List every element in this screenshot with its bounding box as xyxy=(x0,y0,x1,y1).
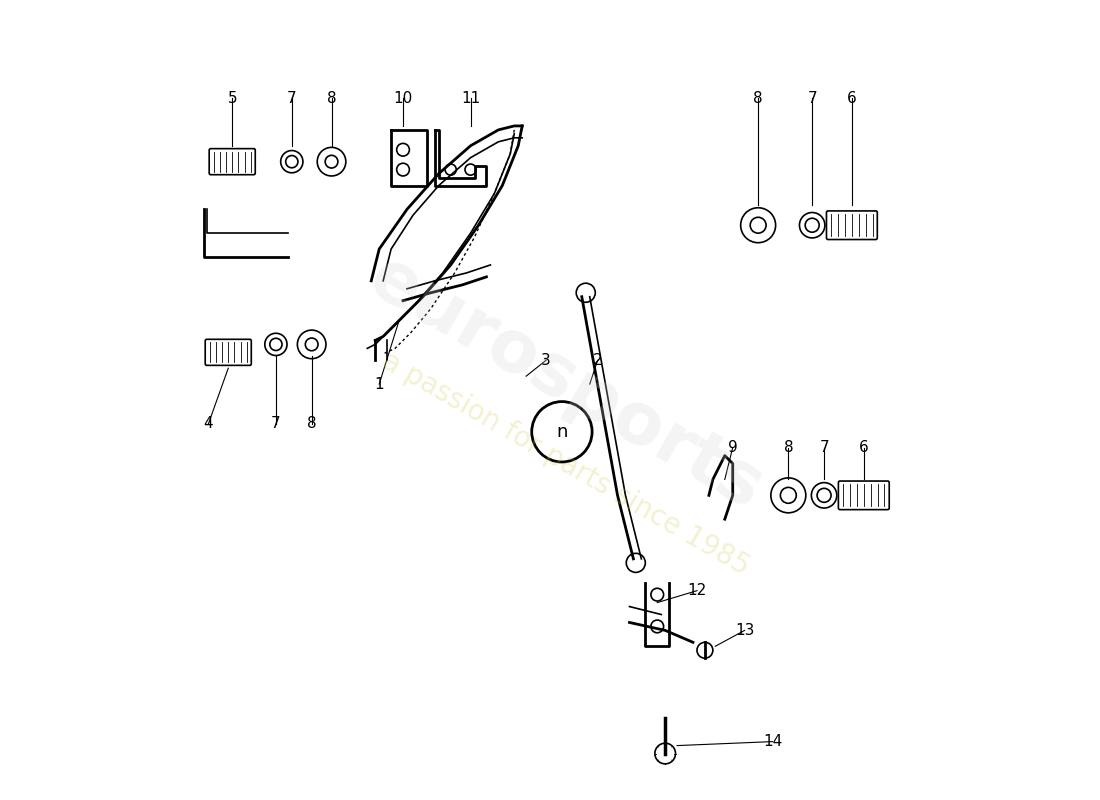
Text: eurosports: eurosports xyxy=(356,243,776,525)
Text: 7: 7 xyxy=(271,416,281,431)
Text: 1: 1 xyxy=(374,377,384,392)
FancyBboxPatch shape xyxy=(209,149,255,174)
Circle shape xyxy=(297,330,326,358)
Circle shape xyxy=(286,155,298,168)
Text: 11: 11 xyxy=(461,90,481,106)
Text: 8: 8 xyxy=(754,90,763,106)
FancyBboxPatch shape xyxy=(826,211,878,239)
Text: 8: 8 xyxy=(327,90,337,106)
Circle shape xyxy=(270,338,282,350)
Text: 9: 9 xyxy=(728,440,738,455)
Circle shape xyxy=(651,588,663,601)
Circle shape xyxy=(626,554,646,572)
Circle shape xyxy=(317,147,345,176)
Circle shape xyxy=(531,402,592,462)
Text: 6: 6 xyxy=(859,440,869,455)
Text: 3: 3 xyxy=(541,353,551,368)
Text: 7: 7 xyxy=(820,440,829,455)
Circle shape xyxy=(265,334,287,355)
Circle shape xyxy=(651,620,663,633)
Text: 7: 7 xyxy=(807,90,817,106)
Circle shape xyxy=(750,218,766,233)
Circle shape xyxy=(397,163,409,176)
Circle shape xyxy=(397,143,409,156)
Text: 7: 7 xyxy=(287,90,297,106)
Circle shape xyxy=(780,487,796,503)
Circle shape xyxy=(654,743,675,764)
Circle shape xyxy=(800,213,825,238)
Text: n: n xyxy=(557,422,568,441)
Circle shape xyxy=(697,642,713,658)
Circle shape xyxy=(576,283,595,302)
Circle shape xyxy=(306,338,318,350)
Circle shape xyxy=(280,150,302,173)
Text: a passion for parts since 1985: a passion for parts since 1985 xyxy=(377,346,755,581)
Text: 8: 8 xyxy=(307,416,317,431)
Circle shape xyxy=(446,164,456,175)
Text: 14: 14 xyxy=(762,734,782,749)
Text: 6: 6 xyxy=(847,90,857,106)
Circle shape xyxy=(465,164,476,175)
Circle shape xyxy=(740,208,776,242)
Circle shape xyxy=(326,155,338,168)
Circle shape xyxy=(771,478,806,513)
Text: 4: 4 xyxy=(204,416,213,431)
Circle shape xyxy=(812,482,837,508)
Circle shape xyxy=(805,218,820,232)
FancyBboxPatch shape xyxy=(838,481,889,510)
Text: 10: 10 xyxy=(394,90,412,106)
FancyBboxPatch shape xyxy=(206,339,251,366)
Text: 13: 13 xyxy=(735,623,755,638)
Text: 5: 5 xyxy=(228,90,236,106)
Circle shape xyxy=(817,488,832,502)
Text: 12: 12 xyxy=(688,583,706,598)
Text: 8: 8 xyxy=(783,440,793,455)
Text: 2: 2 xyxy=(593,353,603,368)
